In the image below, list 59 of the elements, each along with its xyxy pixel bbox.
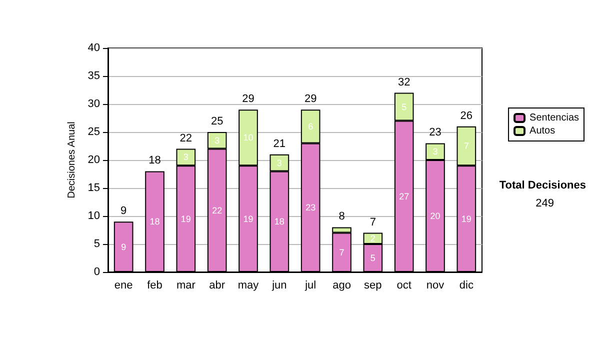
x-tick-label: feb — [147, 280, 162, 292]
data-label: 23 — [306, 202, 316, 213]
y-tick-label: 10 — [88, 210, 100, 222]
total-label: 25 — [210, 116, 224, 128]
data-label: 3 — [432, 146, 438, 157]
total-label: 29 — [304, 93, 317, 106]
y-tick-label: 30 — [88, 98, 100, 110]
total-label: 21 — [273, 138, 286, 150]
total-label: 7 — [370, 216, 376, 228]
data-label: 7 — [339, 247, 344, 258]
data-label: 22 — [212, 205, 222, 216]
total-label: 18 — [148, 154, 161, 167]
x-tick-label: oct — [396, 280, 412, 292]
data-label: 5 — [370, 253, 376, 263]
x-tick-label: may — [238, 280, 260, 292]
data-label: 6 — [308, 121, 314, 132]
data-label: 2 — [370, 233, 376, 244]
y-tick-label: 0 — [94, 266, 100, 278]
data-label: 7 — [464, 141, 469, 151]
y-tick-label: 25 — [88, 126, 100, 138]
data-label: 3 — [214, 135, 220, 146]
y-axis-title: Decisiones Anual — [66, 122, 78, 198]
x-tick-label: dic — [459, 280, 474, 292]
data-label: 3 — [276, 158, 282, 168]
data-label: 18 — [150, 216, 160, 227]
data-label: 3 — [183, 152, 188, 162]
data-label: 20 — [430, 211, 440, 221]
total-label: 26 — [460, 110, 473, 122]
x-tick-label: jun — [271, 280, 287, 292]
total-label: 23 — [429, 126, 442, 139]
y-tick-label: 35 — [88, 70, 100, 82]
data-label: 19 — [461, 214, 472, 224]
data-label: 27 — [399, 191, 410, 202]
legend-label: Sentencias — [530, 112, 580, 124]
x-tick-label: abr — [209, 280, 226, 292]
y-tick-label: 15 — [88, 182, 100, 194]
x-tick-label: jul — [304, 280, 316, 292]
data-label: 9 — [121, 242, 126, 252]
y-tick-label: 20 — [88, 154, 100, 166]
text: 249 — [536, 198, 554, 210]
total-label: 8 — [338, 210, 345, 223]
text: Total Decisiones — [499, 180, 586, 192]
data-label: 18 — [274, 216, 284, 227]
total-label: 29 — [242, 93, 254, 106]
total-label: 32 — [398, 76, 410, 88]
legend-label: Autos — [530, 126, 556, 136]
x-tick-label: nov — [426, 280, 445, 292]
data-label: 10 — [243, 132, 254, 143]
data-label: 19 — [180, 214, 191, 224]
y-tick-label: 5 — [94, 238, 100, 250]
data-label: 19 — [243, 214, 254, 224]
x-tick-label: mar — [176, 280, 196, 292]
x-tick-label: ene — [114, 280, 133, 292]
y-tick-label: 40 — [88, 42, 100, 54]
x-tick-label: sep — [364, 280, 382, 292]
data-label: 5 — [402, 102, 407, 112]
total-label: 9 — [120, 205, 127, 218]
total-label: 22 — [180, 132, 192, 144]
x-tick-label: ago — [332, 280, 351, 292]
